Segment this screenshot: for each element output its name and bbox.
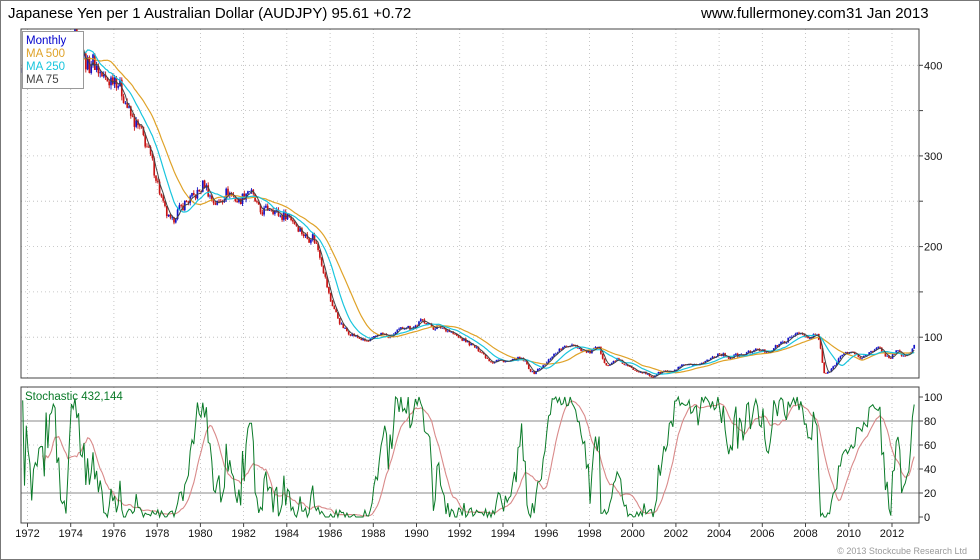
website-link[interactable]: www.fullermoney.com <box>701 5 846 22</box>
price-axis-label: 200 <box>924 242 942 254</box>
year-axis-label: 1994 <box>491 528 515 540</box>
year-axis-label: 1990 <box>404 528 428 540</box>
price-axis-label: 400 <box>924 60 942 72</box>
price-axis-label: 300 <box>924 151 942 163</box>
price-axis-label: 100 <box>924 332 942 344</box>
year-axis-label: 2006 <box>750 528 774 540</box>
legend-ma-500: MA 500 <box>26 48 65 60</box>
year-axis-label: 1984 <box>275 528 299 540</box>
legend-monthly: Monthly <box>26 35 67 47</box>
stochastic-axis-label: 0 <box>924 512 930 524</box>
stochastic-axis-label: 40 <box>924 464 936 476</box>
year-axis-label: 1980 <box>188 528 212 540</box>
stochastic-axis-label: 20 <box>924 488 936 500</box>
year-axis-label: 2012 <box>880 528 904 540</box>
stochastic-axis-label: 100 <box>924 392 942 404</box>
year-axis-label: 2002 <box>664 528 688 540</box>
chart-title: Japanese Yen per 1 Australian Dollar (AU… <box>8 5 412 22</box>
year-axis-label: 1972 <box>15 528 39 540</box>
candles-down-bodies <box>23 29 907 378</box>
candles-down-wicks <box>24 29 906 378</box>
candles-up-wicks <box>22 29 915 378</box>
price-panel-border <box>20 28 920 379</box>
year-axis-label: 1978 <box>145 528 169 540</box>
stochastic-axis-label: 80 <box>924 416 936 428</box>
year-axis-label: 1996 <box>534 528 558 540</box>
ma500-line <box>62 57 915 374</box>
legend-ma-75: MA 75 <box>26 74 59 86</box>
gridlines <box>21 29 919 523</box>
year-axis-label: 1986 <box>318 528 342 540</box>
ma250-line <box>42 49 915 375</box>
stochastic-fast-line <box>22 395 915 519</box>
candles-up-bodies <box>21 29 916 378</box>
stochastic-axis-label: 60 <box>924 440 936 452</box>
stochastic-lines <box>22 395 915 519</box>
year-axis-label: 2004 <box>707 528 731 540</box>
year-axis-label: 1974 <box>58 528 82 540</box>
moving-averages <box>27 34 915 377</box>
date-label: 31 Jan 2013 <box>846 5 929 22</box>
legend-ma-250: MA 250 <box>26 61 65 73</box>
stochastic-title: Stochastic 432,144 <box>25 391 123 403</box>
year-axis-label: 2000 <box>620 528 644 540</box>
candlesticks <box>21 29 916 378</box>
year-axis-label: 1988 <box>361 528 385 540</box>
stochastic-panel-border <box>20 386 920 524</box>
year-axis-label: 1982 <box>231 528 255 540</box>
year-axis-label: 1998 <box>577 528 601 540</box>
year-axis-label: 1992 <box>447 528 471 540</box>
axis-labels: 100 200 300 400 0 20 40 60 80 100 1972 1974 1976 1978… <box>15 60 942 540</box>
year-axis-label: 2008 <box>793 528 817 540</box>
year-axis-label: 1976 <box>102 528 126 540</box>
stochastic-slow-line <box>41 400 915 517</box>
copyright-label: © 2013 Stockcube Research Ltd <box>837 546 967 556</box>
ma75-line <box>27 34 915 377</box>
year-axis-label: 2010 <box>837 528 861 540</box>
